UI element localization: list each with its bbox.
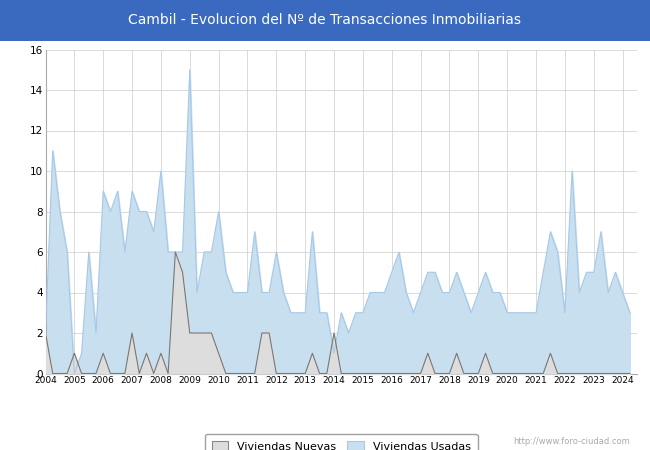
Text: http://www.foro-ciudad.com: http://www.foro-ciudad.com [514, 436, 630, 446]
Legend: Viviendas Nuevas, Viviendas Usadas: Viviendas Nuevas, Viviendas Usadas [205, 434, 478, 450]
Text: Cambil - Evolucion del Nº de Transacciones Inmobiliarias: Cambil - Evolucion del Nº de Transaccion… [129, 13, 521, 27]
